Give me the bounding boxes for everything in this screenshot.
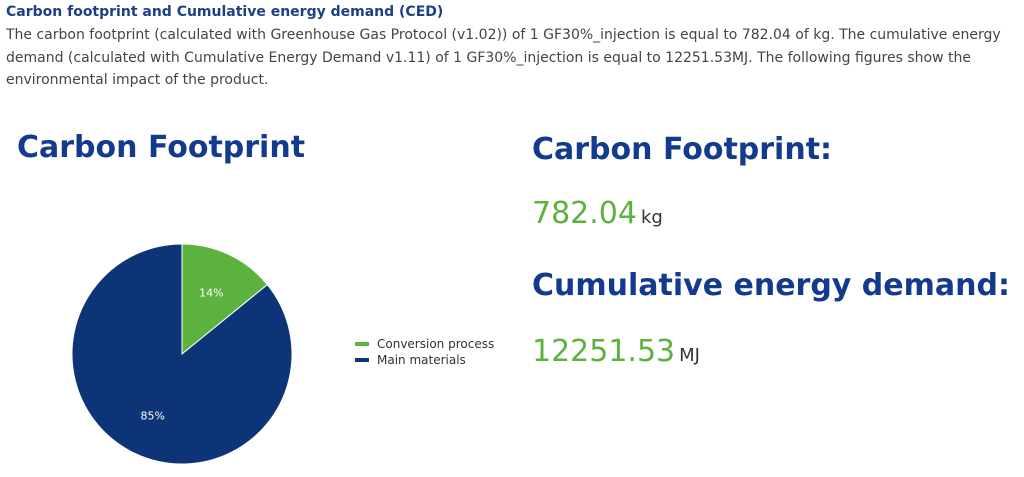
legend-swatch [355,358,369,362]
legend-label: Conversion process [377,337,495,351]
energy-value-number: 12251.53 [532,334,676,369]
section-heading: Carbon footprint and Cumulative energy d… [6,4,444,20]
pie-slice-main-materials[interactable] [71,243,293,465]
chart-legend: Conversion process Main materials [355,336,494,368]
legend-label: Main materials [377,353,466,367]
chart-title: Carbon Footprint [17,130,306,165]
energy-demand-heading: Cumulative energy demand: [532,268,1010,303]
pie-data-label: 14% [199,286,223,299]
intro-paragraph: The carbon footprint (calculated with Gr… [6,27,1001,88]
carbon-footprint-value: 782.04 kg [532,196,663,231]
energy-value-unit: MJ [679,345,700,366]
legend-item-materials[interactable]: Main materials [355,352,494,368]
carbon-footprint-heading: Carbon Footprint: [532,132,833,167]
energy-demand-value: 12251.53 MJ [532,334,700,369]
pie-data-label: 85% [140,410,164,423]
carbon-value-unit: kg [640,207,663,228]
pie-slice-conversion-process[interactable] [181,243,269,356]
carbon-value-number: 782.04 [532,196,637,231]
legend-item-conversion[interactable]: Conversion process [355,336,494,352]
legend-swatch [355,342,369,346]
pie-chart: 14% 85% [71,243,293,465]
